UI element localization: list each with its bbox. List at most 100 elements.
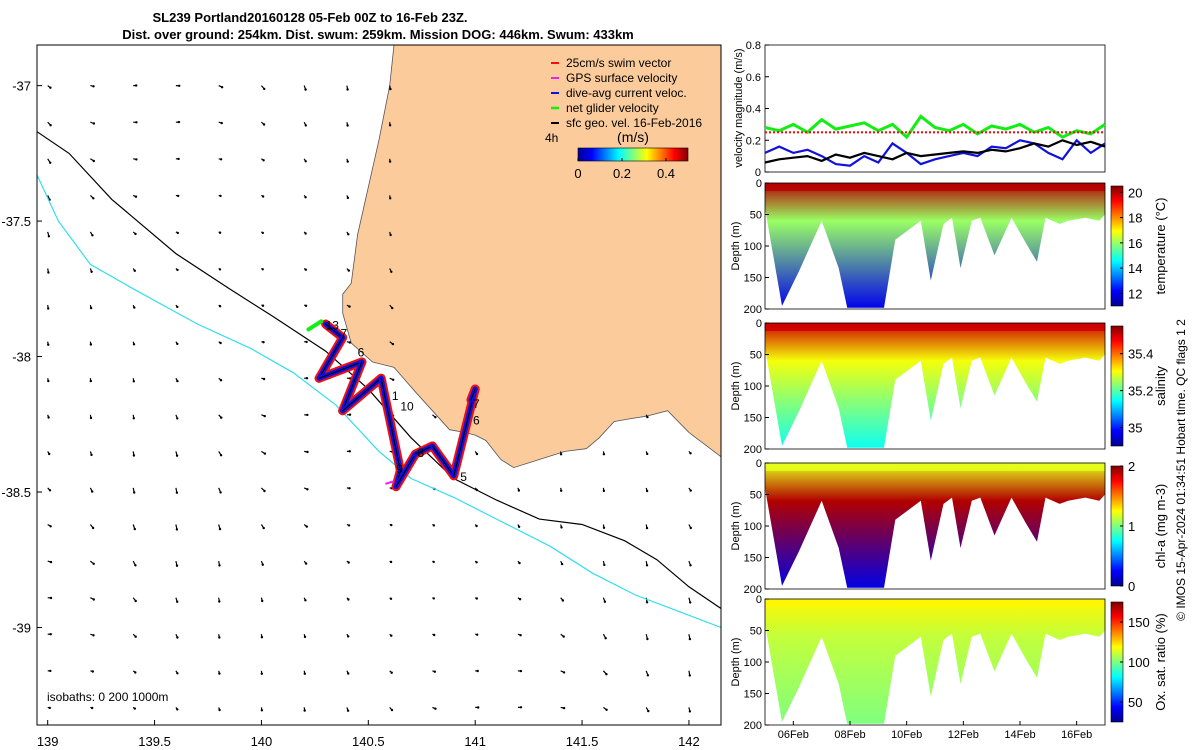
sfc-vector-head-147 — [388, 160, 392, 163]
sfc-vector-head-73 — [220, 86, 224, 89]
sfc-vector-head-12 — [48, 489, 52, 492]
title-line1: SL239 Portland20160128 05-Feb 00Z to 16-… — [152, 10, 467, 25]
sfc-vector-head-189 — [560, 526, 563, 529]
map-ytick-label-3: -38.5 — [1, 485, 31, 500]
section-ytick-label-1-4: 200 — [744, 444, 762, 456]
speed-cbar-label-0: 0 — [574, 166, 581, 181]
section-xtick-label-0: 06Feb — [778, 729, 809, 741]
sfc-vector-head-105 — [261, 599, 264, 603]
sfc-vector-head-30 — [91, 490, 94, 493]
sfc-vector-head-100 — [263, 414, 266, 418]
sfc-vector-head-177 — [476, 633, 479, 636]
sfc-vector-head-138 — [348, 487, 351, 490]
sfc-vector-head-65 — [175, 454, 179, 457]
sfc-vector-head-174 — [475, 524, 478, 528]
day-label-9: 5 — [460, 470, 467, 484]
sfc-vector-head-91 — [263, 87, 266, 91]
sfc-vector-head-114 — [304, 268, 307, 271]
sfc-vector-head-168 — [432, 597, 435, 600]
sfc-vector-head-202 — [605, 708, 608, 711]
sfc-vector-head-210 — [646, 674, 650, 677]
sfc-vector-head-42 — [133, 269, 136, 272]
sfc-vector-head-16 — [49, 633, 52, 636]
section-ytick-label-0-2: 100 — [744, 241, 762, 253]
map-xtick-label-2: 140 — [251, 734, 273, 749]
sfc-vector-head-117 — [305, 377, 309, 380]
sfc-vector-head-104 — [261, 563, 264, 566]
sfc-vector-head-175 — [475, 561, 478, 564]
sfc-vector-head-199 — [603, 600, 607, 603]
sfc-vector-head-11 — [48, 452, 51, 456]
sfc-vector-head-2 — [49, 124, 52, 127]
sfc-vector-head-8 — [47, 343, 50, 346]
sfc-vector-head-118 — [306, 413, 309, 417]
section-cbar-label-0-1: 14 — [1128, 261, 1142, 276]
section-cbar-label-0-0: 12 — [1128, 286, 1142, 301]
section-panel-chl-a: 0 50 100 150 200 Depth (m) 0 1 2 chl-a (mg m-3) — [730, 458, 1168, 596]
section-cbar-label-3-1: 100 — [1128, 655, 1150, 670]
sfc-vector-head-23 — [91, 234, 94, 237]
sfc-vector-head-49 — [133, 527, 136, 531]
section-xtick-label-5: 16Feb — [1061, 729, 1092, 741]
title-line2: Dist. over ground: 254km. Dist. swum: 25… — [122, 27, 634, 42]
section-cbar-label-1-2: 35.4 — [1128, 347, 1153, 362]
sfc-vector-head-115 — [304, 304, 308, 307]
sfc-vector-head-129 — [346, 160, 349, 163]
sfc-vector-head-122 — [304, 562, 308, 565]
sfc-vector-head-21 — [92, 159, 96, 163]
section-ytick-label-1-3: 150 — [744, 413, 762, 425]
velocity-panel: 0 0.2 0.4 0.6 0.8 velocity magnitude (m/s) — [733, 40, 1106, 179]
sfc-vector-head-96 — [261, 268, 264, 271]
sfc-vector-head-37 — [135, 84, 138, 87]
sfc-vector-head-102 — [263, 489, 266, 493]
sfc-vector-head-116 — [305, 340, 308, 344]
sfc-vector-head-47 — [132, 454, 136, 457]
sfc-vector-head-170 — [433, 670, 436, 673]
sfc-vector-head-93 — [262, 159, 265, 162]
sfc-vector-head-64 — [176, 417, 179, 420]
sfc-vector-head-48 — [133, 491, 136, 494]
sfc-vector-head-56 — [177, 120, 181, 124]
velocity-ytick-label-4: 0.8 — [746, 40, 761, 52]
track-line-11 — [470, 388, 476, 401]
sfc-vector-head-32 — [92, 562, 95, 565]
sfc-vector-head-215 — [689, 564, 692, 567]
sfc-vector-head-20 — [92, 122, 96, 125]
sfc-vector-head-58 — [177, 194, 180, 198]
sfc-vector-head-106 — [260, 636, 264, 639]
sfc-vector-head-53 — [134, 671, 137, 674]
day-label-2: 6 — [358, 346, 365, 360]
sfc-vector-head-121 — [305, 525, 308, 528]
sfc-vector-head-94 — [261, 195, 265, 198]
sfc-vector-head-113 — [304, 232, 307, 235]
sfc-vector-head-52 — [134, 635, 137, 638]
section-ytick-label-0-1: 50 — [750, 210, 762, 222]
day-label-3: 1 — [392, 389, 399, 403]
sfc-vector-head-69 — [176, 600, 179, 603]
sfc-vector-head-40 — [134, 195, 138, 198]
track-line-0 — [325, 323, 344, 339]
section-surface-band-oxygen — [765, 599, 1105, 607]
sfc-vector-head-185 — [519, 669, 523, 673]
isobath-note: isobaths: 0 200 1000m — [47, 690, 168, 704]
sfc-vector-head-61 — [176, 305, 179, 309]
sfc-vector-head-127 — [346, 88, 349, 91]
sfc-vector-head-196 — [602, 489, 606, 493]
map-x-ticks: 139 139.5 140 140.5 141 141.5 142 — [37, 720, 700, 749]
sfc-vector-head-172 — [475, 452, 479, 456]
sfc-vector-head-57 — [177, 157, 180, 161]
sfc-vector-head-84 — [219, 491, 222, 494]
sfc-vector-head-36 — [91, 706, 94, 710]
velocity-series-2 — [764, 139, 1106, 164]
sfc-vector-head-95 — [261, 231, 264, 235]
sfc-vector-head-182 — [518, 561, 521, 565]
sfc-vector-head-201 — [605, 673, 608, 676]
isobath-200m — [37, 174, 721, 629]
sfc-vector-head-193 — [562, 671, 566, 674]
sfc-vector-head-81 — [219, 379, 223, 382]
track-line-10 — [453, 388, 476, 477]
speed-colorbar — [577, 147, 689, 162]
sfc-vector-head-59 — [176, 231, 179, 235]
